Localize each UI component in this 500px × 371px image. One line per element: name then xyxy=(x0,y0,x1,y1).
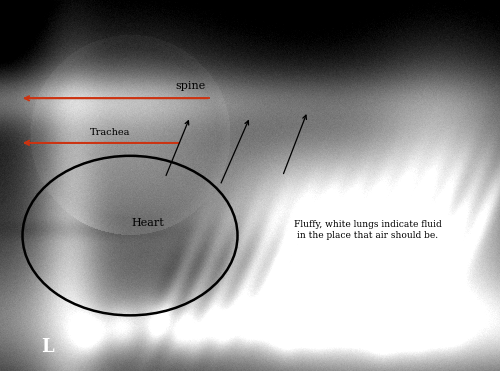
Text: Heart: Heart xyxy=(131,218,164,227)
Text: Trachea: Trachea xyxy=(90,128,130,137)
Text: L: L xyxy=(41,338,54,356)
Text: spine: spine xyxy=(175,81,205,91)
Text: Fluffy, white lungs indicate fluid
in the place that air should be.: Fluffy, white lungs indicate fluid in th… xyxy=(294,220,442,240)
